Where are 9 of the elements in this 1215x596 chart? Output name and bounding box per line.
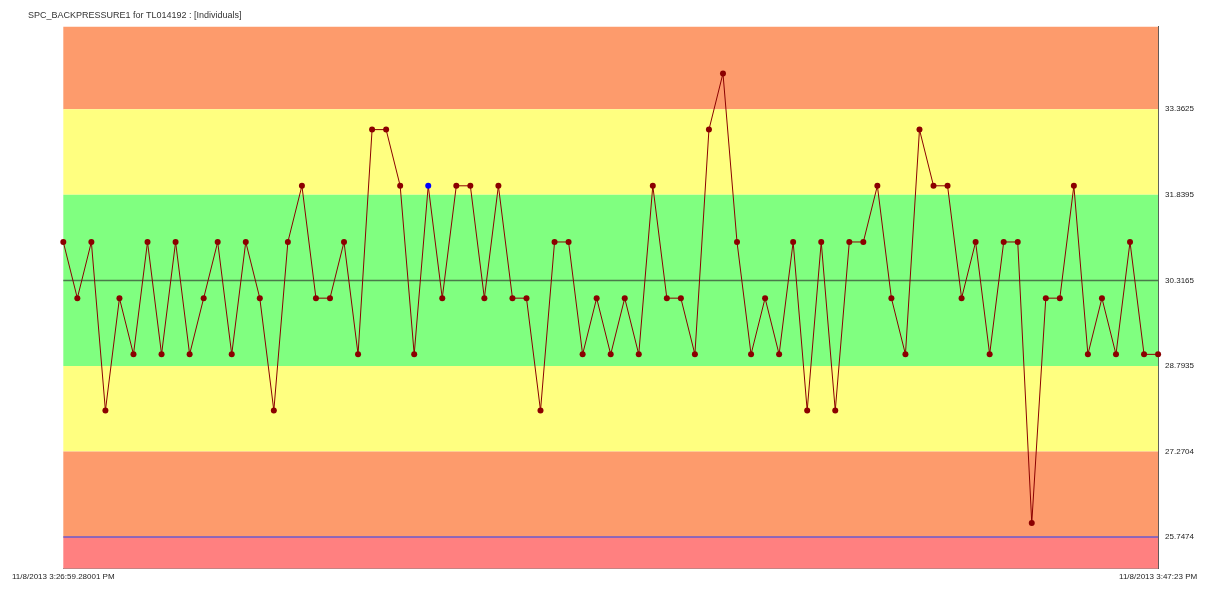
y-tick-label: 25.7474 xyxy=(1165,532,1195,542)
y-tick-label: 33.3625 xyxy=(1165,104,1195,114)
y-tick-label: 30.3165 xyxy=(1165,275,1195,285)
chart-title: SPC_BACKPRESSURE1 for TL014192 : [Individuals] xyxy=(28,9,242,20)
y-tick-label: 28.7935 xyxy=(1165,361,1195,371)
x-tick-label: 11/8/2013 3:47:23 PM xyxy=(1119,572,1198,582)
x-tick-label: 11/8/2013 3:26:59.28001 PM xyxy=(12,572,115,582)
y-tick-label: 31.8395 xyxy=(1165,190,1195,200)
y-tick-label: 27.2704 xyxy=(1165,446,1195,456)
